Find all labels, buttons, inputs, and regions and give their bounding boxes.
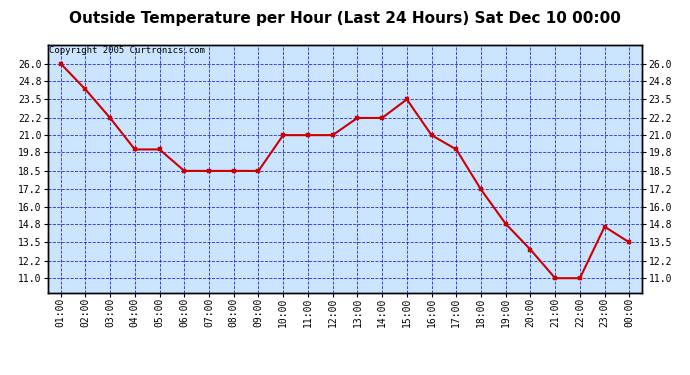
Text: Outside Temperature per Hour (Last 24 Hours) Sat Dec 10 00:00: Outside Temperature per Hour (Last 24 Ho…	[69, 11, 621, 26]
Text: Copyright 2005 Curtronics.com: Copyright 2005 Curtronics.com	[50, 46, 206, 55]
